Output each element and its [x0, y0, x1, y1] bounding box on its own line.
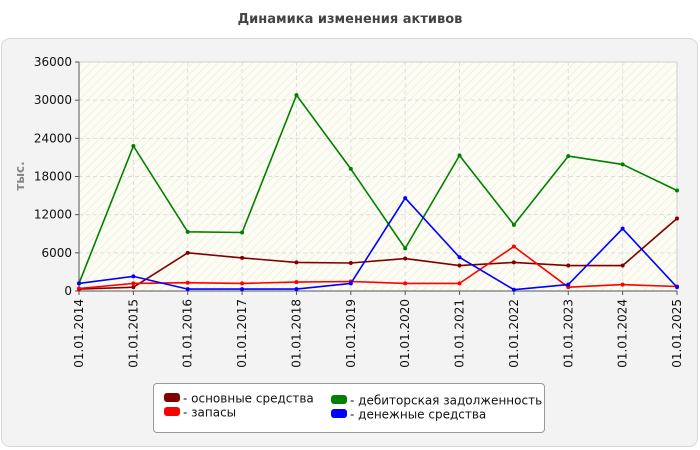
- data-point-cash: [77, 281, 81, 286]
- series-line-cash: [78, 197, 678, 291]
- data-point-receivables: [185, 229, 190, 234]
- data-point-inventory: [294, 280, 299, 285]
- plot-area: [78, 61, 678, 292]
- x-tick-label: 01.01.2018: [289, 299, 303, 368]
- data-point-receivables: [294, 93, 299, 98]
- data-point-fixed-assets: [240, 255, 245, 260]
- data-point-receivables: [348, 166, 353, 171]
- data-point-fixed-assets: [348, 261, 353, 266]
- data-point-cash: [348, 281, 353, 286]
- legend-label-inventory: - запасы: [183, 405, 237, 420]
- data-point-cash: [675, 285, 679, 290]
- x-tick-label: 01.01.2019: [344, 299, 358, 368]
- legend-item-fixed-assets: - основные средства: [164, 391, 314, 406]
- y-tick-label: 24000: [34, 131, 72, 145]
- data-point-receivables: [566, 154, 571, 159]
- x-tick-label: 01.01.2021: [453, 299, 467, 368]
- chart-title: Динамика изменения активов: [237, 12, 463, 27]
- legend-label-cash: - денежные средства: [350, 407, 487, 422]
- x-tick-label: 01.01.2022: [507, 299, 521, 368]
- data-point-inventory: [131, 281, 136, 286]
- x-tick-label: 01.01.2025: [670, 299, 684, 368]
- data-point-cash: [240, 287, 245, 292]
- data-point-inventory: [457, 281, 462, 286]
- legend-swatch-receivables: [331, 395, 347, 404]
- x-tick-label: 01.01.2023: [561, 299, 575, 368]
- data-point-inventory: [403, 281, 408, 286]
- legend-item-cash: - денежные средства: [331, 407, 486, 422]
- data-point-receivables: [675, 188, 679, 193]
- legend-item-inventory: - запасы: [164, 405, 236, 420]
- y-tick-label: 12000: [34, 208, 72, 222]
- x-tick-label: 01.01.2015: [126, 299, 140, 368]
- data-point-cash: [620, 226, 625, 231]
- x-tick-label: 01.01.2024: [616, 299, 630, 368]
- data-point-cash: [511, 287, 516, 292]
- y-axis-title: тыс.: [13, 161, 27, 190]
- series-line-receivables: [78, 94, 678, 284]
- x-tick-label: 01.01.2020: [398, 299, 412, 368]
- data-point-fixed-assets: [403, 256, 408, 261]
- y-tick-label: 36000: [34, 55, 72, 69]
- legend-label-receivables: - дебиторская задолженность: [350, 393, 543, 408]
- data-point-cash: [403, 196, 408, 201]
- data-point-receivables: [511, 222, 516, 227]
- data-point-fixed-assets: [294, 260, 299, 265]
- data-point-fixed-assets: [185, 250, 190, 255]
- data-point-receivables: [620, 162, 625, 167]
- x-tick-label: 01.01.2014: [72, 299, 86, 368]
- x-tick-label: 01.01.2017: [235, 299, 249, 368]
- data-point-cash: [131, 274, 136, 279]
- data-point-receivables: [403, 246, 408, 251]
- legend-item-receivables: - дебиторская задолженность: [331, 393, 542, 408]
- y-tick-label: 18000: [34, 170, 72, 184]
- legend-swatch-cash: [331, 409, 347, 418]
- data-point-fixed-assets: [511, 260, 516, 265]
- data-point-inventory: [185, 280, 190, 285]
- data-point-receivables: [240, 230, 245, 235]
- data-point-fixed-assets: [566, 263, 571, 268]
- data-point-fixed-assets: [131, 285, 136, 290]
- legend-swatch-inventory: [164, 407, 180, 416]
- data-point-receivables: [131, 143, 136, 148]
- data-point-inventory: [240, 281, 245, 286]
- data-point-receivables: [457, 153, 462, 158]
- data-point-fixed-assets: [675, 216, 679, 221]
- x-tick-label: 01.01.2016: [181, 299, 195, 368]
- data-point-cash: [294, 287, 299, 292]
- series-line-inventory: [78, 245, 678, 290]
- y-tick-label: 0: [64, 284, 72, 298]
- data-point-fixed-assets: [457, 263, 462, 268]
- data-point-inventory: [511, 244, 516, 249]
- data-point-cash: [457, 255, 462, 260]
- series-line-fixed-assets: [78, 217, 678, 290]
- chart-legend: - основные средства - запасы - дебиторск…: [153, 383, 545, 433]
- y-tick-label: 6000: [41, 246, 72, 260]
- data-point-fixed-assets: [620, 263, 625, 268]
- data-point-cash: [185, 287, 190, 292]
- legend-swatch-fixed-assets: [164, 393, 180, 402]
- legend-label-fixed-assets: - основные средства: [183, 391, 314, 406]
- y-tick-label: 30000: [34, 93, 72, 107]
- data-point-inventory: [77, 286, 81, 291]
- data-point-inventory: [620, 282, 625, 287]
- data-point-cash: [566, 282, 571, 287]
